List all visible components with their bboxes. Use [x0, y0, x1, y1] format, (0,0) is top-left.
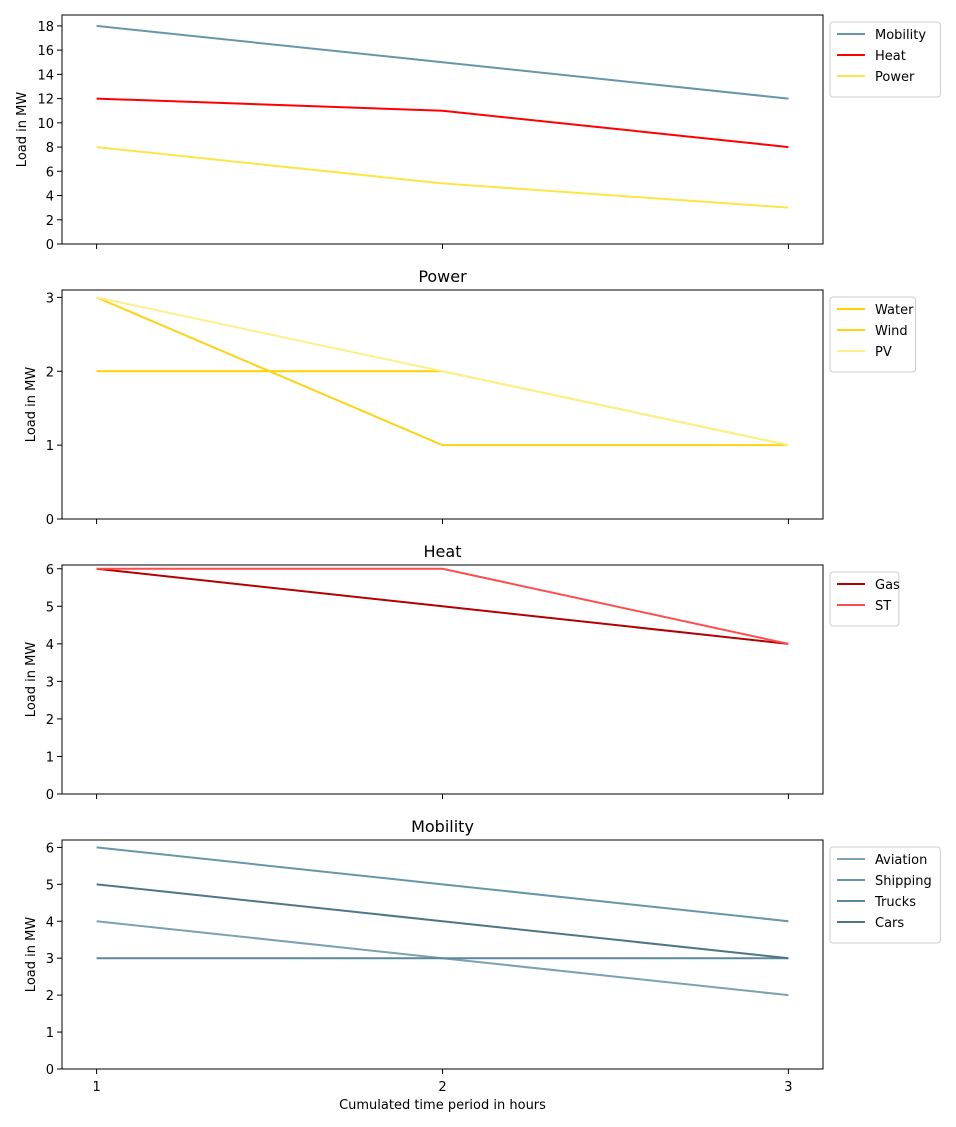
legend: Aviation Shipping Trucks Cars: [829, 846, 941, 944]
plot-area: [61, 14, 824, 245]
y-tick-label: 0: [46, 1063, 54, 1078]
y-tick-label: 5: [46, 878, 54, 893]
y-axis-label: Load in MW: [24, 642, 39, 718]
y-tick-label: 12: [37, 93, 54, 108]
x-tick-label: 3: [784, 1080, 792, 1095]
y-tick-label: 3: [46, 675, 54, 690]
chart-panel-2: Power 0 1 2 3 Load in MW Water Wind PV: [24, 267, 916, 528]
chart-panel-4: Mobility 0 1 2 3 4 5 6 1 2 3 Load in MW Cumulated ti…: [24, 817, 941, 1113]
y-tick-label: 16: [37, 44, 54, 59]
y-tick-label: 4: [46, 190, 54, 205]
legend-label: Heat: [875, 49, 906, 64]
legend-label: Aviation: [875, 853, 927, 868]
y-tick-label: 2: [46, 214, 54, 229]
y-tick-label: 2: [46, 713, 54, 728]
plot-area: [61, 564, 824, 795]
plot-area: [61, 289, 824, 520]
y-tick-label: 10: [37, 117, 54, 132]
x-tick-label: 1: [92, 1080, 100, 1095]
x-axis-label: Cumulated time period in hours: [339, 1098, 546, 1113]
legend-label: Shipping: [875, 874, 932, 889]
series-line-power: [96, 146, 789, 209]
legend-label: Cars: [875, 916, 904, 931]
y-tick-label: 18: [37, 20, 54, 35]
legend-label: PV: [875, 345, 892, 360]
legend-label: Power: [875, 70, 915, 85]
y-tick-label: 2: [46, 365, 54, 380]
series-line-shipping: [96, 846, 789, 923]
y-tick-label: 4: [46, 638, 54, 653]
legend-box: [829, 296, 916, 373]
legend: Gas ST: [829, 571, 900, 627]
panel-title: Mobility: [411, 817, 474, 836]
y-tick-label: 6: [46, 563, 54, 578]
series-line-gas: [96, 567, 789, 645]
panel-title: Heat: [424, 542, 462, 561]
y-tick-label: 3: [46, 291, 54, 306]
series-line-water: [96, 370, 789, 447]
series-line-cars: [96, 883, 789, 960]
y-tick-label: 3: [46, 952, 54, 967]
legend-label: Water: [875, 303, 914, 318]
chart-panel-3: Heat 0 1 2 3 4 5 6 Load in MW Gas ST: [24, 542, 900, 803]
y-tick-label: 0: [46, 788, 54, 803]
chart-panel-1: 0 2 4 6 8 10 12 14 16 18 Load in MW Mobility Heat Pow…: [15, 14, 941, 253]
y-tick-label: 1: [46, 439, 54, 454]
panel-title: Power: [418, 267, 467, 286]
x-tick-label: 2: [438, 1080, 446, 1095]
y-tick-label: 5: [46, 600, 54, 615]
legend-label: Gas: [875, 578, 900, 593]
y-axis-label: Load in MW: [24, 917, 39, 993]
legend: Mobility Heat Power: [829, 21, 941, 98]
legend-box: [829, 846, 941, 944]
legend-label: Wind: [875, 324, 908, 339]
y-tick-label: 6: [46, 841, 54, 856]
y-tick-label: 1: [46, 750, 54, 765]
y-tick-label: 4: [46, 915, 54, 930]
series-line-pv: [96, 296, 789, 447]
y-tick-label: 1: [46, 1026, 54, 1041]
y-tick-label: 2: [46, 989, 54, 1004]
y-tick-label: 6: [46, 165, 54, 180]
y-tick-label: 0: [46, 238, 54, 253]
legend-label: Mobility: [875, 28, 926, 43]
legend-label: Trucks: [874, 895, 916, 910]
legend-box: [829, 21, 941, 98]
y-tick-label: 14: [37, 68, 54, 83]
series-line-heat: [96, 97, 789, 149]
y-tick-label: 0: [46, 513, 54, 528]
plot-area: [61, 839, 824, 1070]
y-axis-label: Load in MW: [15, 92, 30, 168]
legend-box: [829, 571, 900, 627]
series-line-wind: [96, 296, 789, 447]
legend-label: ST: [875, 599, 891, 614]
series-line-st: [96, 567, 789, 645]
series-line-mobility: [96, 24, 789, 100]
y-axis-label: Load in MW: [24, 367, 39, 443]
legend: Water Wind PV: [829, 296, 916, 373]
y-tick-label: 8: [46, 141, 54, 156]
